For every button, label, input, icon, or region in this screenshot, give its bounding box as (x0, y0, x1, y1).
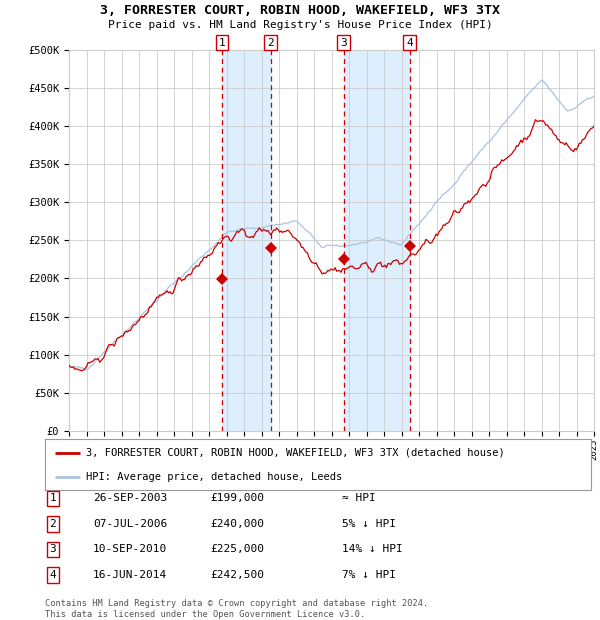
Text: Contains HM Land Registry data © Crown copyright and database right 2024.
This d: Contains HM Land Registry data © Crown c… (45, 600, 428, 619)
Text: 07-JUL-2006: 07-JUL-2006 (93, 519, 167, 529)
Text: 3, FORRESTER COURT, ROBIN HOOD, WAKEFIELD, WF3 3TX (detached house): 3, FORRESTER COURT, ROBIN HOOD, WAKEFIEL… (86, 448, 505, 458)
Text: £240,000: £240,000 (210, 519, 264, 529)
Text: 7% ↓ HPI: 7% ↓ HPI (342, 570, 396, 580)
Text: 14% ↓ HPI: 14% ↓ HPI (342, 544, 403, 554)
Text: 2: 2 (49, 519, 56, 529)
Text: 1: 1 (218, 38, 226, 48)
Text: 3: 3 (340, 38, 347, 48)
Text: Price paid vs. HM Land Registry's House Price Index (HPI): Price paid vs. HM Land Registry's House … (107, 20, 493, 30)
Bar (344, 50, 410, 431)
Text: 2: 2 (267, 38, 274, 48)
Text: 26-SEP-2003: 26-SEP-2003 (93, 494, 167, 503)
Text: 1: 1 (49, 494, 56, 503)
Text: £199,000: £199,000 (210, 494, 264, 503)
Text: 16-JUN-2014: 16-JUN-2014 (93, 570, 167, 580)
Bar (222, 50, 271, 431)
Text: HPI: Average price, detached house, Leeds: HPI: Average price, detached house, Leed… (86, 472, 342, 482)
Text: £242,500: £242,500 (210, 570, 264, 580)
Text: 3: 3 (49, 544, 56, 554)
Text: 5% ↓ HPI: 5% ↓ HPI (342, 519, 396, 529)
Text: ≈ HPI: ≈ HPI (342, 494, 376, 503)
Text: 3, FORRESTER COURT, ROBIN HOOD, WAKEFIELD, WF3 3TX: 3, FORRESTER COURT, ROBIN HOOD, WAKEFIEL… (100, 4, 500, 17)
Text: 4: 4 (49, 570, 56, 580)
Text: 4: 4 (406, 38, 413, 48)
Text: 10-SEP-2010: 10-SEP-2010 (93, 544, 167, 554)
Text: £225,000: £225,000 (210, 544, 264, 554)
